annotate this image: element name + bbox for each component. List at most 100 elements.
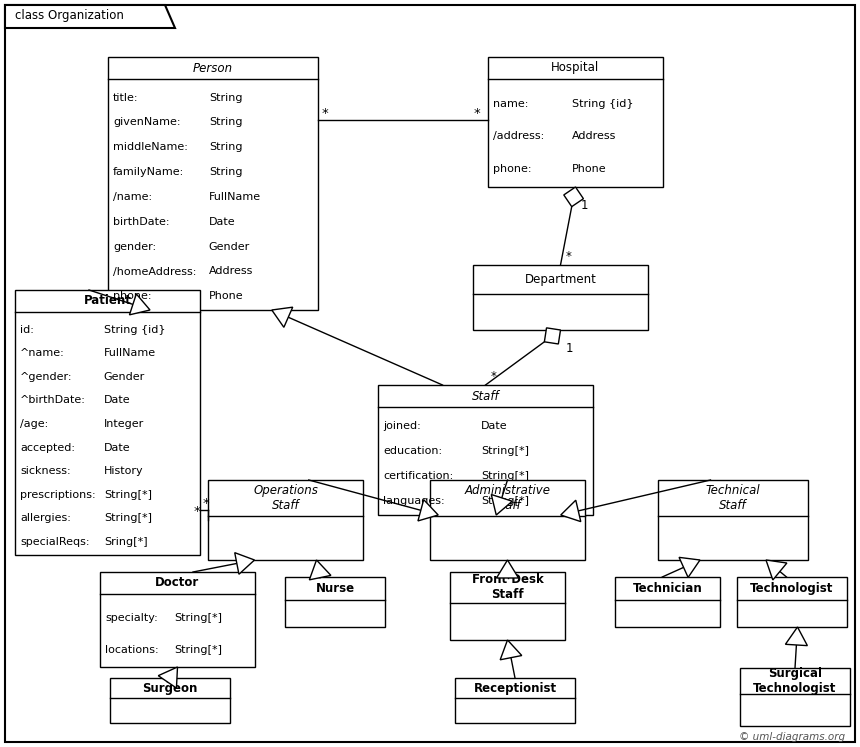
Polygon shape	[158, 667, 177, 688]
Text: accepted:: accepted:	[20, 443, 75, 453]
Text: Administrative
Staff: Administrative Staff	[464, 484, 550, 512]
Text: String[*]: String[*]	[175, 645, 223, 654]
Text: certification:: certification:	[383, 471, 453, 481]
Polygon shape	[496, 560, 519, 578]
Text: id:: id:	[20, 325, 34, 335]
Text: familyName:: familyName:	[113, 167, 184, 177]
Text: Sring[*]: Sring[*]	[104, 537, 147, 547]
Text: Gender: Gender	[104, 372, 145, 382]
Bar	[737, 577, 847, 627]
Bar	[15, 290, 200, 555]
Bar	[110, 678, 230, 723]
Text: String[*]: String[*]	[104, 490, 152, 500]
Text: Receptionist: Receptionist	[474, 681, 556, 695]
Bar	[100, 572, 255, 667]
Bar	[615, 577, 720, 627]
Text: String: String	[209, 143, 243, 152]
Text: String[*]: String[*]	[482, 496, 529, 506]
Text: *: *	[194, 505, 200, 518]
Bar	[488, 57, 663, 187]
Polygon shape	[310, 560, 331, 580]
Bar	[473, 265, 648, 330]
Text: Surgeon: Surgeon	[142, 681, 198, 695]
Text: prescriptions:: prescriptions:	[20, 490, 95, 500]
Polygon shape	[235, 553, 255, 574]
Polygon shape	[501, 640, 522, 660]
Text: ^gender:: ^gender:	[20, 372, 72, 382]
Text: String[*]: String[*]	[175, 613, 223, 623]
Text: /homeAddress:: /homeAddress:	[113, 267, 196, 276]
Text: Date: Date	[482, 421, 507, 431]
Text: Person: Person	[193, 61, 233, 75]
Text: Patient: Patient	[83, 294, 132, 308]
Text: birthDate:: birthDate:	[113, 217, 169, 227]
Text: sickness:: sickness:	[20, 466, 71, 477]
Text: joined:: joined:	[383, 421, 421, 431]
Polygon shape	[5, 5, 175, 28]
Text: Phone: Phone	[209, 291, 243, 301]
Text: String: String	[209, 167, 243, 177]
Text: ^name:: ^name:	[20, 348, 64, 359]
Text: gender:: gender:	[113, 242, 157, 252]
Text: String[*]: String[*]	[482, 446, 529, 456]
Text: *: *	[322, 107, 329, 120]
Text: givenName:: givenName:	[113, 117, 181, 128]
Text: Address: Address	[209, 267, 253, 276]
Polygon shape	[564, 187, 583, 207]
Text: History: History	[104, 466, 144, 477]
Text: Department: Department	[525, 273, 597, 286]
Text: Operations
Staff: Operations Staff	[253, 484, 318, 512]
Text: © uml-diagrams.org: © uml-diagrams.org	[739, 732, 845, 742]
Text: /name:: /name:	[113, 192, 152, 202]
Text: Hospital: Hospital	[551, 61, 599, 75]
Polygon shape	[679, 557, 700, 577]
Text: Phone: Phone	[572, 164, 606, 174]
Text: phone:: phone:	[493, 164, 531, 174]
Text: String: String	[209, 93, 243, 102]
Text: *: *	[566, 250, 571, 263]
Bar	[208, 480, 363, 560]
Text: Front Desk
Staff: Front Desk Staff	[471, 573, 544, 601]
Polygon shape	[491, 495, 513, 515]
Text: specialReqs:: specialReqs:	[20, 537, 89, 547]
Text: String[*]: String[*]	[104, 513, 152, 524]
Bar	[658, 480, 808, 560]
Text: Technical
Staff: Technical Staff	[706, 484, 760, 512]
Bar	[740, 668, 850, 726]
Text: Staff: Staff	[471, 389, 500, 403]
Text: Nurse: Nurse	[316, 582, 354, 595]
Text: specialty:: specialty:	[105, 613, 157, 623]
Text: String[*]: String[*]	[482, 471, 529, 481]
Bar	[450, 572, 565, 640]
Text: Date: Date	[104, 395, 131, 406]
Polygon shape	[418, 500, 439, 521]
Bar	[378, 385, 593, 515]
Text: 1: 1	[580, 199, 588, 212]
Polygon shape	[766, 560, 787, 580]
Text: /age:: /age:	[20, 419, 48, 429]
Text: *: *	[490, 370, 496, 383]
Polygon shape	[785, 627, 808, 645]
Text: title:: title:	[113, 93, 138, 102]
Polygon shape	[130, 294, 150, 314]
Text: Gender: Gender	[209, 242, 250, 252]
Text: *: *	[203, 497, 210, 510]
Bar	[430, 480, 585, 560]
Text: Technician: Technician	[633, 582, 703, 595]
Text: Surgical
Technologist: Surgical Technologist	[753, 667, 837, 695]
Text: *: *	[474, 107, 481, 120]
Polygon shape	[544, 328, 561, 344]
Bar	[108, 57, 318, 310]
Text: phone:: phone:	[113, 291, 151, 301]
Text: education:: education:	[383, 446, 442, 456]
Text: /address:: /address:	[493, 131, 544, 141]
Text: String: String	[209, 117, 243, 128]
Text: Doctor: Doctor	[156, 577, 200, 589]
Text: Technologist: Technologist	[750, 582, 833, 595]
Bar	[285, 577, 385, 627]
Text: languages:: languages:	[383, 496, 445, 506]
Polygon shape	[561, 500, 580, 521]
Text: middleName:: middleName:	[113, 143, 187, 152]
Text: allergies:: allergies:	[20, 513, 71, 524]
Text: String {id}: String {id}	[104, 325, 165, 335]
